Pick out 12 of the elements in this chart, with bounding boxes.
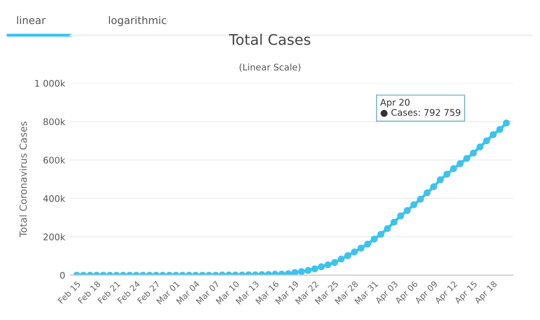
y-axis-title: Total Coronavirus Cases — [19, 122, 27, 238]
chart-title: Total Cases — [228, 34, 310, 46]
y-tick-label: 600k — [44, 156, 66, 164]
annotation: Apr 20 ● Cases: 792 759 — [380, 98, 460, 117]
y-tick-label: 800k — [43, 118, 66, 126]
y-tick-label: 1 000k — [35, 80, 66, 87]
y-tick-label: 0 — [60, 272, 65, 279]
text: linear — [17, 16, 46, 24]
text: logarithmic — [108, 16, 166, 26]
y-tick-label: 200k — [44, 233, 66, 240]
y-tick-label: 400k — [43, 194, 66, 202]
chart-subtitle: (Linear Scale) — [240, 64, 300, 72]
